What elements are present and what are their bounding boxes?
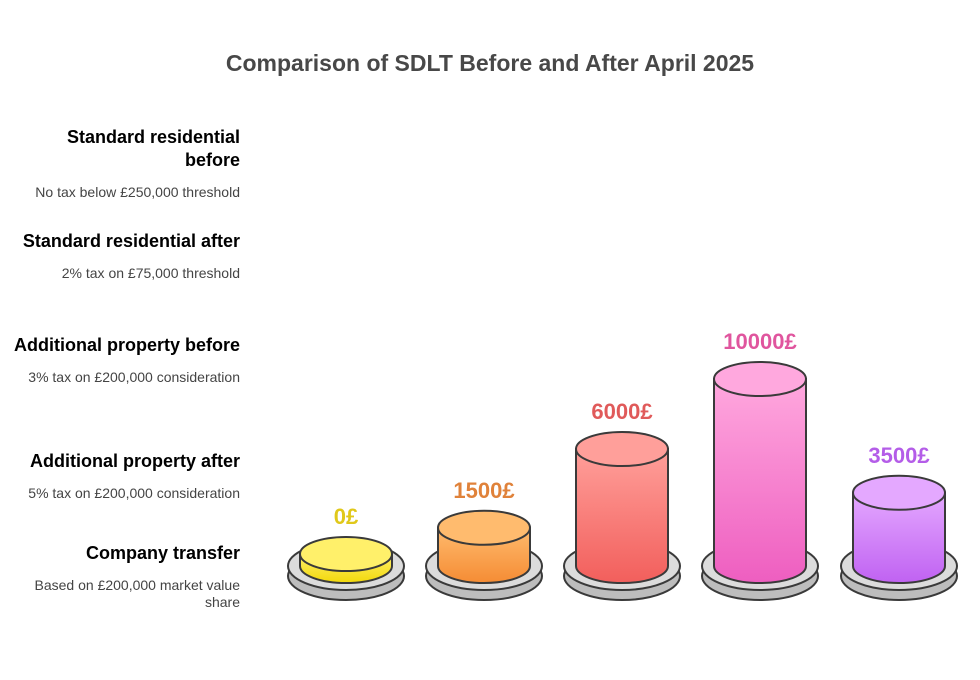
chart-title: Comparison of SDLT Before and After Apri… [225,50,755,76]
legend-description: Based on £200,000 market value share [34,577,240,610]
bar-group: 1500£ [425,478,543,601]
bar-top [713,361,807,397]
data-label: 6000£ [591,399,653,424]
data-label: 0£ [334,504,359,529]
bar-top [437,509,531,546]
bar-top [575,431,669,467]
data-label: 10000£ [723,329,797,354]
bar-top [299,536,393,572]
legend-description: 3% tax on £200,000 consideration [28,369,240,385]
bar-top [852,474,946,511]
bar-group: 0£ [287,504,405,601]
legend-title: Standard residential before [66,127,240,170]
legend-title: Company transfer [85,543,240,563]
data-label: 3500£ [868,443,930,468]
bar [713,378,807,584]
bar-group: 6000£ [563,399,681,601]
legend-description: 5% tax on £200,000 consideration [28,485,240,501]
data-label: 1500£ [453,478,515,503]
bar [575,448,669,584]
legend-item-standard-before: Standard residential before No tax below… [10,126,240,201]
legend-description: 2% tax on £75,000 threshold [61,265,240,281]
legend-title: Additional property after [29,451,240,471]
bar-group: 3500£ [840,443,958,601]
legend-description: No tax below £250,000 threshold [35,184,240,200]
legend-item-standard-after: Standard residential after 2% tax on £75… [10,230,240,282]
legend-item-additional-before: Additional property before 3% tax on £20… [10,334,240,386]
legend-item-company-transfer: Company transfer Based on £200,000 marke… [10,542,240,611]
legend-item-additional-after: Additional property after 5% tax on £200… [10,450,240,502]
bar-group: 10000£ [701,329,819,601]
legend-title: Additional property before [13,335,240,355]
bar [852,491,946,584]
legend-title: Standard residential after [22,231,240,251]
